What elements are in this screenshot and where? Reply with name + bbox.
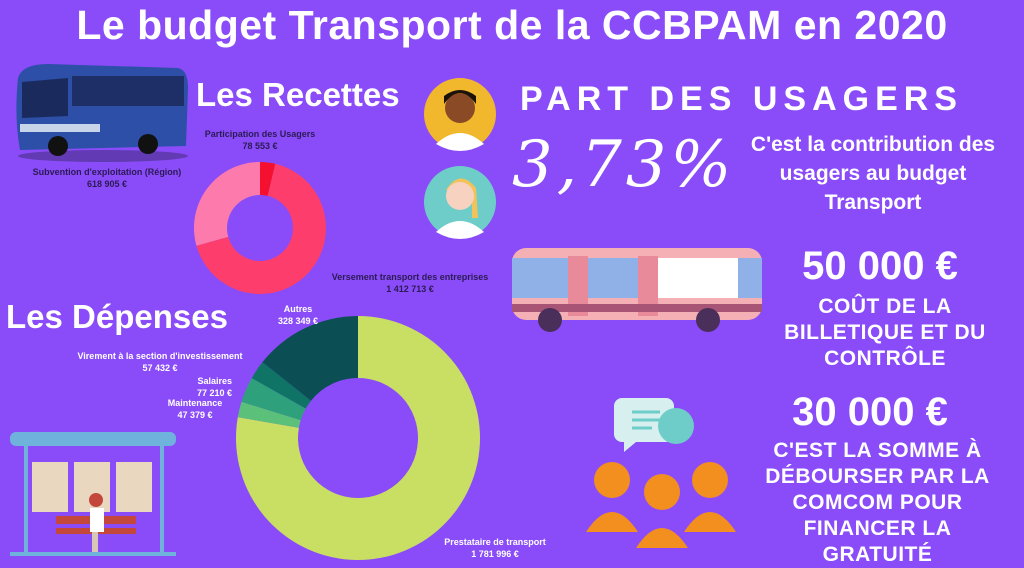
donut-slice-participation-des-usagers xyxy=(260,162,276,196)
donut-slice-maintenance xyxy=(237,401,301,428)
user-avatars-illustration xyxy=(424,78,496,239)
page-title: Le budget Transport de la CCBPAM en 2020 xyxy=(76,2,948,48)
gratuite-amount: 30 000 € xyxy=(792,390,948,434)
people-discussion-illustration xyxy=(586,398,736,548)
part-usagers-percent: 3,73% xyxy=(512,128,736,202)
depenses-title: Les Dépenses xyxy=(6,298,228,335)
label-maintenance: Maintenance 47 379 € xyxy=(167,398,223,420)
donut-slice-salaires xyxy=(241,378,306,421)
billetique-amount: 50 000 € xyxy=(802,244,958,288)
coach-bus-illustration xyxy=(16,64,189,162)
bus-stop-illustration xyxy=(10,432,176,556)
donut-slice-autres xyxy=(262,316,358,401)
billetique-text: COÛT DE LA BILLETIQUE ET DU CONTRÔLE xyxy=(784,295,986,370)
recettes-title: Les Recettes xyxy=(196,76,400,113)
label-subvention: Subvention d'exploitation (Région) 618 90… xyxy=(32,167,182,189)
label-salaires: Salaires 77 210 € xyxy=(196,376,232,398)
part-usagers-heading: PART DES USAGERS xyxy=(520,80,963,118)
city-bus-illustration xyxy=(512,248,762,332)
label-versement: Versement transport des entreprises 1 412… xyxy=(331,272,489,294)
label-participation: Participation des Usagers 78 553 € xyxy=(204,129,316,151)
donut-slice-virement-la-section-d-investissement xyxy=(251,362,312,409)
part-usagers-text: C'est la contribution des usagers au bud… xyxy=(750,133,996,214)
gratuite-text: C'EST LA SOMME À DÉBOURSER PAR LA COMCOM… xyxy=(765,439,990,566)
label-prestataire: Prestataire de transport 1 781 996 € xyxy=(444,537,546,559)
donut-slice-versement-transport-des-entreprises xyxy=(196,163,327,294)
label-virement: Virement à la section d'investissement 57… xyxy=(77,351,243,373)
donut-slice-prestataire-de-transport xyxy=(236,316,480,560)
label-autres: Autres 328 349 € xyxy=(277,304,319,326)
donut-slice-subvention-d-exploitation-r-gion- xyxy=(194,162,260,246)
